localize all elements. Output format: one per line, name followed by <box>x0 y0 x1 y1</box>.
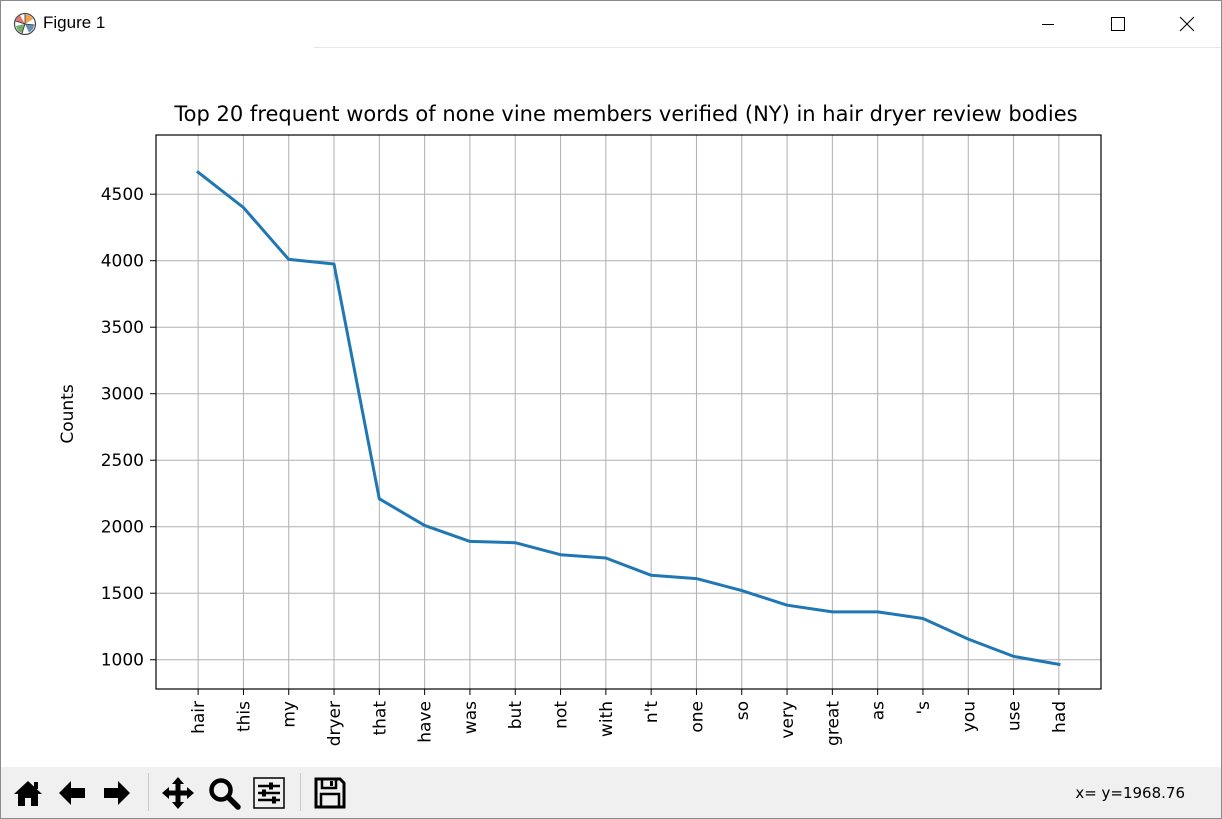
maximize-icon <box>1111 17 1125 31</box>
y-tick-label: 4000 <box>101 252 144 272</box>
minimize-icon <box>1042 24 1054 25</box>
y-tick-label: 1500 <box>101 584 144 604</box>
toolbar-separator <box>148 773 149 811</box>
x-tick-label: have <box>416 701 436 743</box>
x-tick-label: not <box>552 701 572 729</box>
pan-button[interactable] <box>159 775 197 811</box>
x-tick-label: but <box>506 701 526 730</box>
y-tick-label: 1000 <box>101 651 144 671</box>
cursor-coordinates: x= y=1968.76 <box>1075 784 1185 802</box>
toolbar-separator <box>300 773 301 811</box>
minimize-button[interactable] <box>1013 1 1083 47</box>
x-tick-label: hair <box>189 701 209 734</box>
x-tick-label: very <box>778 701 798 739</box>
matplotlib-logo-icon <box>13 12 37 36</box>
y-tick-label: 4500 <box>101 185 144 205</box>
series-line <box>195 170 1061 667</box>
x-tick-label: n't <box>642 701 662 723</box>
zoom-button[interactable] <box>205 775 243 811</box>
forward-button[interactable] <box>98 775 136 811</box>
close-icon <box>1179 16 1195 32</box>
x-tick-label: 's <box>914 701 934 715</box>
magnifier-icon <box>209 778 241 810</box>
x-tick-label: had <box>1050 701 1070 733</box>
y-tick-label: 2500 <box>101 451 144 471</box>
x-tick-label: that <box>370 701 390 736</box>
arrow-right-icon <box>104 781 130 805</box>
y-tick-label: 3500 <box>101 318 144 338</box>
x-tick-label: great <box>823 701 843 746</box>
y-tick-label: 3000 <box>101 385 144 405</box>
x-tick-label: you <box>959 701 979 732</box>
maximize-button[interactable] <box>1083 1 1153 47</box>
save-button[interactable] <box>311 775 349 811</box>
home-button[interactable] <box>9 775 47 811</box>
x-tick-label: dryer <box>325 701 345 746</box>
close-button[interactable] <box>1152 1 1221 47</box>
tick-layer: hair this my dryer that have was but not with n't o… <box>101 185 1070 746</box>
x-tick-label: use <box>1005 701 1025 731</box>
x-tick-label: so <box>733 701 753 720</box>
arrow-left-icon <box>59 781 85 805</box>
window-title: Figure 1 <box>43 13 106 32</box>
figure-canvas[interactable]: hair this my dryer that have was but not with n't o… <box>1 48 1221 767</box>
x-tick-label: with <box>597 701 617 737</box>
x-tick-label: was <box>461 701 481 734</box>
x-tick-label: this <box>234 701 254 732</box>
floppy-disk-icon <box>314 777 346 809</box>
x-tick-label: as <box>869 701 889 720</box>
home-icon <box>14 781 42 806</box>
move-icon <box>162 777 194 809</box>
y-tick-label: 2000 <box>101 518 144 538</box>
x-tick-label: my <box>280 701 300 728</box>
grid-layer <box>156 135 1101 689</box>
title-divider <box>314 47 1221 48</box>
line-chart[interactable]: hair this my dryer that have was but not with n't o… <box>1 48 1221 767</box>
title-bar[interactable]: Figure 1 <box>1 1 1221 48</box>
chart-title: Top 20 frequent words of none vine membe… <box>173 102 1077 126</box>
x-tick-label: one <box>687 701 707 733</box>
y-axis-label: Counts <box>58 384 78 443</box>
navigation-toolbar: x= y=1968.76 <box>1 767 1221 818</box>
axes-frame <box>155 134 1102 690</box>
back-button[interactable] <box>53 775 91 811</box>
sliders-icon <box>253 777 285 809</box>
subplots-button[interactable] <box>250 775 288 811</box>
